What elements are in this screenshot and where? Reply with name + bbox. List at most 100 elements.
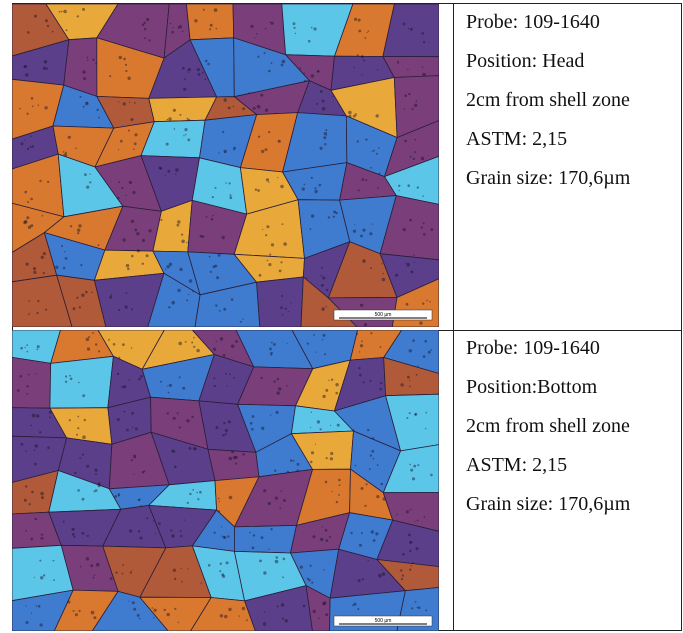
grain-speckle [409, 155, 412, 158]
grain-speckle [409, 463, 411, 466]
grain-speckle [202, 8, 205, 11]
grain-speckle [30, 197, 33, 201]
grain-speckle [146, 517, 149, 520]
grain-speckle [232, 456, 237, 460]
grain-speckle [310, 214, 315, 218]
grain-speckle [411, 607, 414, 610]
grain-speckle [178, 341, 182, 346]
grain-speckle [358, 29, 362, 33]
grain-speckle [323, 131, 328, 136]
grain-speckle [132, 118, 134, 120]
grain-speckle [81, 293, 85, 297]
grain-speckle [423, 516, 426, 518]
grain-speckle [35, 605, 38, 607]
grain-speckle [241, 606, 246, 611]
grain-speckle [215, 27, 218, 30]
grain-speckle [306, 342, 309, 345]
grain [379, 195, 439, 261]
grain-speckle [369, 454, 373, 457]
grain-speckle [145, 254, 149, 258]
grain-speckle [223, 536, 227, 539]
grain-speckle [238, 615, 240, 617]
grain-speckle [263, 489, 267, 493]
grain-speckle [64, 257, 68, 260]
grain-speckle [371, 449, 375, 453]
grain-speckle [172, 108, 176, 112]
grain-speckle [370, 267, 372, 270]
grain [305, 584, 331, 631]
grain [382, 492, 439, 532]
grain-speckle [330, 424, 332, 426]
grain [12, 589, 74, 631]
grain-speckle [180, 534, 183, 538]
grain-speckle [159, 167, 163, 170]
grain-speckle [352, 114, 356, 118]
grain-speckle [94, 489, 98, 492]
grain-speckle [225, 182, 227, 184]
grain-speckle [280, 184, 284, 189]
grain-speckle [16, 389, 20, 392]
grain-speckle [222, 130, 225, 134]
grain [194, 281, 261, 327]
grain-speckle [82, 7, 85, 11]
grain-speckle [265, 178, 270, 182]
grain-speckle [75, 147, 77, 149]
grain [12, 274, 73, 327]
grain-speckle [184, 341, 187, 343]
grain-speckle [29, 146, 32, 148]
grain-speckle [365, 483, 368, 486]
grain-speckle [33, 576, 35, 578]
grain-speckle [129, 529, 133, 533]
grain-speckle [378, 147, 380, 149]
grain-speckle [425, 609, 428, 612]
grain-speckle [323, 569, 325, 571]
grain-speckle [209, 28, 212, 31]
scale-bar [333, 309, 433, 321]
grain-speckle [178, 25, 182, 29]
grain-speckle [141, 238, 145, 243]
grain-speckle [367, 560, 369, 562]
grain-speckle [189, 492, 192, 496]
grain-speckle [92, 332, 94, 334]
grain-speckle [409, 218, 412, 222]
grain [93, 272, 165, 327]
grain-speckle [193, 345, 196, 348]
grain-speckle [86, 59, 89, 61]
grain-speckle [67, 135, 71, 139]
grain-speckle [188, 447, 192, 450]
grain-speckle [79, 95, 82, 98]
grain-speckle [375, 152, 378, 155]
grain-speckle [92, 576, 95, 579]
grain-speckle [133, 102, 136, 104]
grain-speckle [364, 37, 367, 39]
grain-speckle [64, 380, 68, 383]
grain-speckle [227, 106, 231, 110]
grain-speckle [280, 603, 285, 607]
grain-speckle [413, 464, 417, 468]
grain-speckle [282, 557, 286, 561]
grain-speckle [360, 304, 362, 306]
grain-speckle [417, 464, 420, 467]
grain-speckle [310, 26, 313, 29]
grain [382, 56, 439, 78]
grain-speckle [376, 464, 379, 466]
grain-speckle [361, 178, 365, 181]
grain-speckle [256, 33, 258, 35]
grain-speckle [381, 572, 386, 576]
grain-speckle [191, 341, 194, 344]
grain-speckle [324, 143, 327, 146]
grain-speckle [228, 495, 233, 500]
grain-speckle [239, 320, 242, 323]
grain-speckle [25, 450, 27, 453]
grain-speckle [246, 619, 248, 622]
grain-speckle [52, 559, 55, 562]
grain-speckle [335, 383, 339, 387]
grain-speckle [270, 243, 275, 247]
grain-speckle [215, 304, 218, 307]
grain-speckle [286, 384, 288, 387]
grain-speckle [358, 366, 361, 370]
grain-speckle [177, 26, 180, 29]
grain-speckle [39, 179, 42, 183]
grain-speckle [362, 259, 366, 263]
grain-speckle [422, 302, 425, 305]
